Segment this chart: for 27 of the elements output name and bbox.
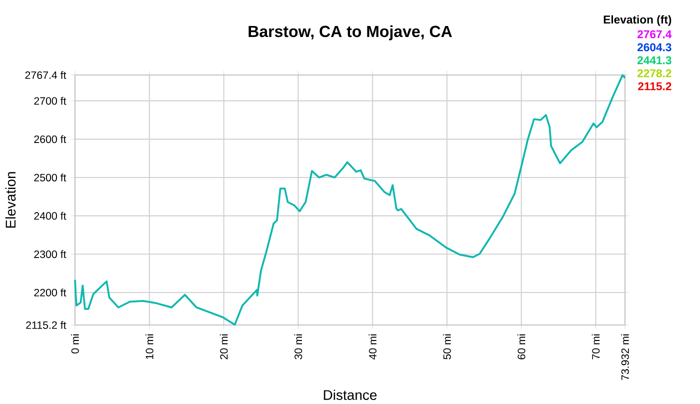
y-tick-label: 2400 ft — [34, 212, 66, 220]
y-tick-label: 2700 ft — [34, 96, 66, 105]
x-tick-label: 10 mi — [145, 334, 154, 359]
y-tick-label: 2767.4 ft — [25, 70, 66, 79]
text: 2115.2 — [638, 82, 672, 90]
x-tick-label: 50 mi — [443, 334, 451, 360]
y-tick-label: 2115.2 ft — [26, 320, 66, 329]
x-tick-label: 70 mi — [592, 334, 600, 360]
y-tick-label: 2600 ft — [34, 135, 66, 143]
chart-title: Barstow, CA to Mojave, CA — [248, 25, 452, 40]
x-tick-label: 20 mi — [220, 334, 228, 360]
y-tick-label: 2500 ft — [34, 173, 66, 182]
text: Elevation (ft) — [604, 15, 672, 26]
line-series — [74, 74, 626, 326]
x-tick-label: 0 mi — [71, 334, 79, 354]
y-tick-label: 2300 ft — [34, 250, 66, 258]
y-axis-title: Elevation — [5, 172, 16, 228]
y-tick-label: 2200 ft — [34, 288, 66, 296]
text: 2278.2 — [637, 69, 672, 78]
x-tick-label: 40 mi — [368, 334, 376, 360]
text: 2767.4 — [637, 30, 672, 38]
x-tick-label: 60 mi — [517, 334, 526, 360]
x-tick-label: 30 mi — [294, 334, 302, 360]
text: 2604.3 — [637, 43, 672, 52]
x-axis-title: Distance — [324, 389, 377, 400]
x-tick-label: 73.932 mi — [621, 334, 629, 380]
text: 2441.3 — [637, 56, 672, 64]
